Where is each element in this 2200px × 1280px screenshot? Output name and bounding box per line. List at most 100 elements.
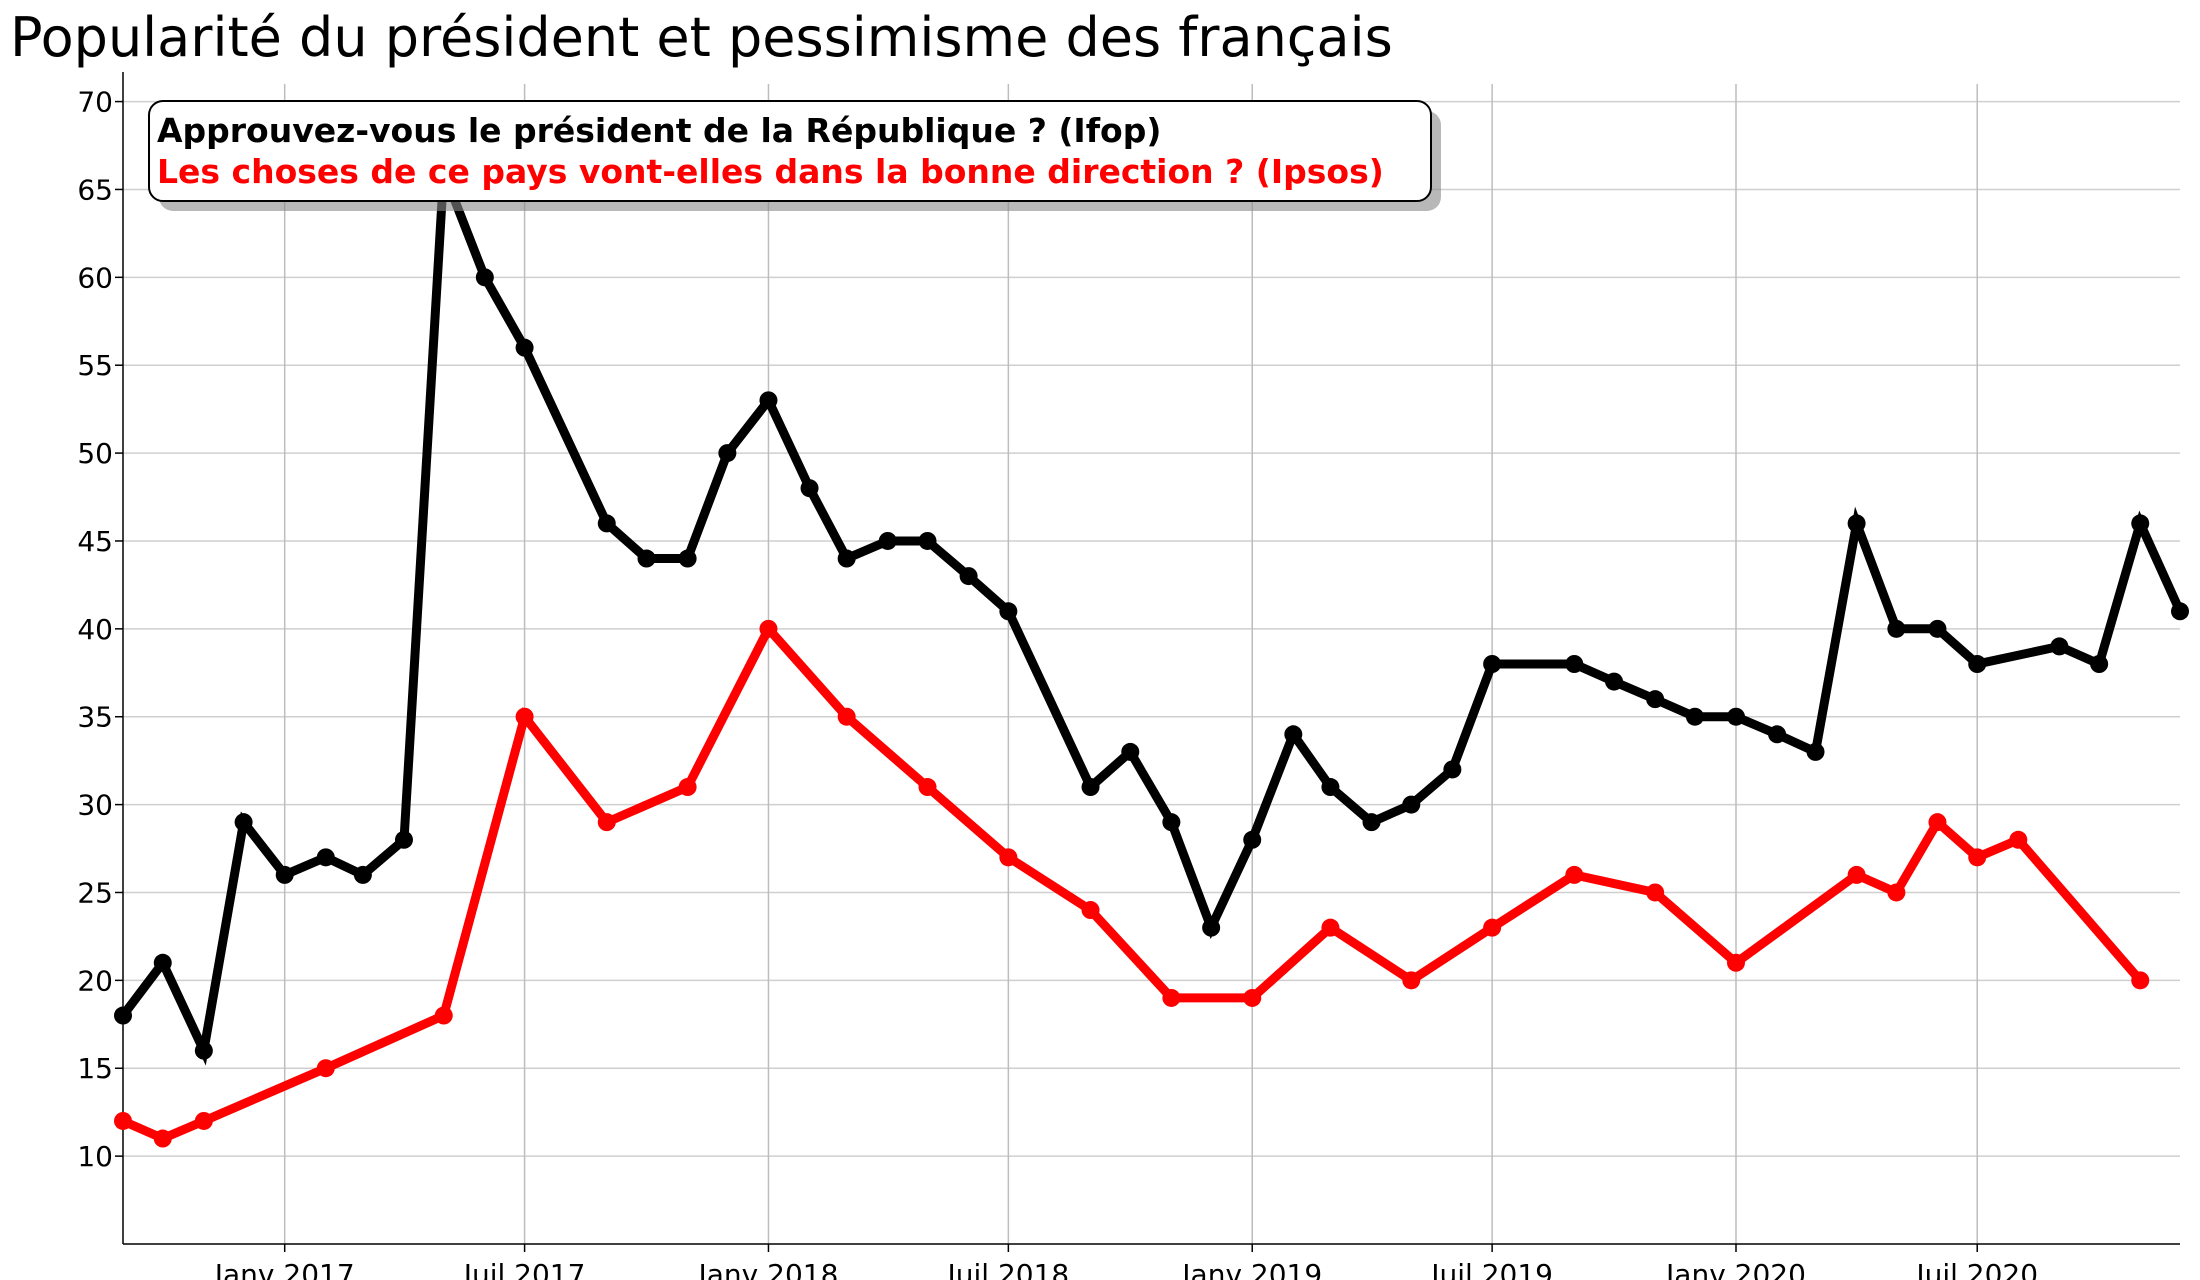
data-point (1402, 795, 1421, 814)
data-point (2090, 655, 2109, 673)
data-point (837, 707, 856, 726)
data-point (878, 531, 897, 550)
data-point (1887, 619, 1906, 638)
data-point (759, 619, 778, 638)
data-point (1646, 690, 1665, 709)
legend-entry-ifop: Approuvez-vous le président de la Républ… (157, 111, 1161, 150)
x-tick-label: Juil 2020 (1914, 1258, 2038, 1280)
y-tick-label: 20 (77, 964, 113, 997)
data-point (114, 1006, 132, 1025)
data-point (1565, 865, 1584, 884)
data-point (1443, 760, 1462, 779)
data-point (718, 444, 737, 463)
series-ifop (114, 151, 2189, 1066)
data-point (678, 549, 697, 568)
data-point (1362, 813, 1381, 832)
data-point (1284, 725, 1303, 744)
data-point (353, 865, 372, 884)
data-point (1483, 655, 1502, 673)
data-point (759, 391, 778, 410)
series-line (119, 151, 2185, 1066)
data-point (1483, 918, 1502, 937)
data-point (515, 707, 534, 726)
data-point (275, 865, 294, 884)
data-point (1565, 655, 1584, 673)
data-point (837, 549, 856, 568)
grid-lines (123, 84, 2180, 1244)
y-tick-label: 30 (77, 789, 113, 822)
data-point (918, 531, 937, 550)
data-point (394, 830, 413, 849)
data-point (1646, 883, 1665, 902)
data-point (999, 848, 1018, 867)
data-point (1806, 742, 1825, 761)
y-tick-label: 15 (77, 1052, 113, 1085)
data-point (1968, 848, 1987, 867)
data-point (1968, 655, 1987, 673)
data-point (1321, 778, 1340, 797)
data-point (1402, 971, 1421, 990)
x-tick-label: Janv 2018 (697, 1258, 839, 1280)
data-point (194, 1111, 213, 1130)
x-tick-label: Janv 2020 (1664, 1258, 1806, 1280)
data-point (1887, 883, 1906, 902)
y-tick-label: 65 (77, 173, 113, 206)
data-point (1162, 813, 1181, 832)
data-point (1928, 813, 1947, 832)
y-tick-label: 70 (77, 86, 113, 119)
data-point (959, 567, 978, 586)
y-tick-label: 55 (77, 349, 113, 382)
data-point (918, 778, 937, 797)
data-point (1321, 918, 1340, 937)
y-tick-label: 60 (77, 261, 113, 294)
data-point (597, 813, 616, 832)
x-tick-label: Juil 2019 (1429, 1258, 1553, 1280)
data-point (1847, 865, 1866, 884)
data-point (1605, 672, 1624, 691)
data-point (637, 549, 656, 568)
data-point (434, 1006, 453, 1025)
x-tick-label: Janv 2019 (1180, 1258, 1322, 1280)
data-point (2050, 637, 2069, 656)
data-point (1081, 778, 1100, 797)
data-point (1202, 918, 1221, 937)
data-point (1685, 707, 1704, 726)
x-tick-label: Janv 2017 (213, 1258, 355, 1280)
data-point (2171, 602, 2189, 621)
y-tick-label: 35 (77, 701, 113, 734)
axes: 10 15 20 25 30 35 40 45 50 55 60 65 70 Janv 2017 Juil … (77, 72, 2180, 1280)
data-point (475, 268, 494, 287)
data-point (1928, 619, 1947, 638)
legend-box (148, 100, 1432, 202)
data-point (316, 1059, 335, 1078)
data-point (800, 479, 819, 498)
data-point (153, 953, 172, 972)
data-point (2131, 514, 2150, 533)
data-point (1162, 988, 1181, 1007)
chart-title: Popularité du président et pessimisme de… (10, 6, 1393, 69)
data-point (1243, 830, 1262, 849)
data-point (1726, 707, 1745, 726)
y-tick-label: 40 (77, 613, 113, 646)
data-point (194, 1041, 213, 1060)
series-layer (114, 151, 2189, 1148)
data-point (114, 1111, 132, 1130)
data-point (1121, 742, 1140, 761)
data-point (678, 778, 697, 797)
x-tick-label: Juil 2018 (945, 1258, 1069, 1280)
data-point (597, 514, 616, 533)
data-point (2131, 971, 2150, 990)
legend: Approuvez-vous le président de la Républ… (148, 100, 1441, 211)
series-line (121, 620, 2144, 1144)
data-point (1726, 953, 1745, 972)
y-tick-label: 50 (77, 437, 113, 470)
y-tick-label: 10 (77, 1140, 113, 1173)
data-point (2009, 830, 2028, 849)
data-point (1081, 901, 1100, 920)
data-point (153, 1129, 172, 1148)
data-point (1243, 988, 1262, 1007)
y-tick-label: 45 (77, 525, 113, 558)
legend-entry-ipsos: Les choses de ce pays vont-elles dans la… (157, 152, 1384, 191)
data-point (1768, 725, 1787, 744)
series-ipsos (114, 619, 2150, 1148)
